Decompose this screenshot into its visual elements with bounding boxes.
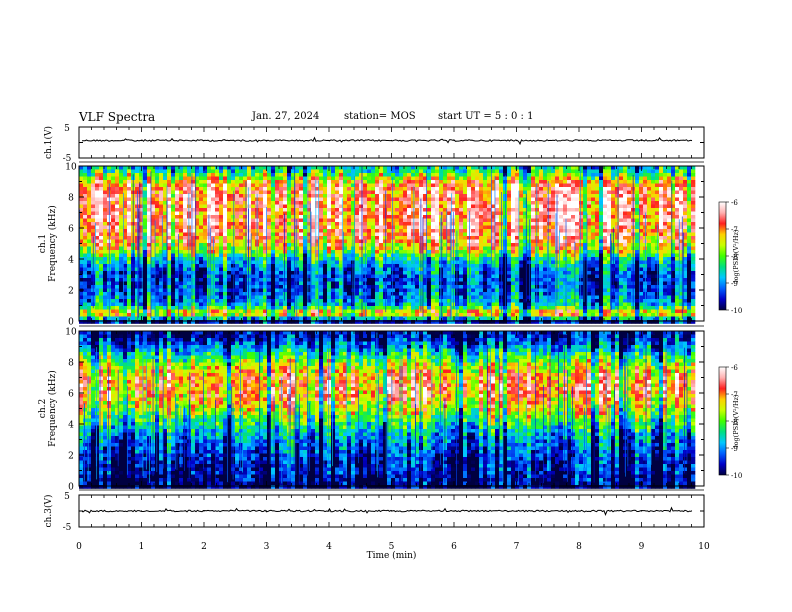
ch1-spectrogram-colorbar-tick-label: -9 [731, 280, 738, 288]
ch1-waveform-point [140, 139, 143, 142]
ch1-spectrogram-ytick-label: 4 [68, 256, 74, 266]
ch2-spectrogram-ytick-label: 8 [68, 359, 74, 369]
ch1-spectrogram-ytick-label: 0 [68, 318, 74, 328]
x-tick-label: 6 [451, 542, 457, 552]
ch3-waveform-point [390, 510, 393, 512]
ch1-waveform-point [328, 139, 330, 142]
x-tick-label: 2 [201, 542, 207, 552]
ch1-spectrogram-ytick-label: 6 [68, 225, 74, 235]
ch1-spectrogram-colorbar [718, 201, 727, 311]
ch1-waveform-trace [82, 136, 692, 146]
ch2-spectrogram-colorbar-tick-label: -7 [731, 391, 738, 399]
ch2-spectrogram-ytick-label: 2 [68, 452, 74, 462]
ch3-waveform-ytick-label: 5 [64, 492, 70, 502]
ch1-spectrogram-ytick-label: 8 [68, 194, 74, 204]
ch2-spectrogram-ylabel-channel: ch.2 [38, 399, 48, 418]
ch1-spectrogram-cells [79, 166, 696, 324]
ch2-spectrogram-ytick-label: 4 [68, 421, 74, 431]
ch1-spectrogram-ylabel-freq: Frequency (kHz) [47, 205, 58, 282]
ch2-spectrogram-cells [79, 331, 696, 489]
ch3-waveform-point [640, 510, 643, 512]
ch3-waveform-point [203, 510, 205, 512]
x-tick-label: 8 [576, 542, 582, 552]
ch2-spectrogram-colorbar-tick-label: -10 [731, 472, 742, 480]
x-tick-label: 3 [264, 542, 270, 552]
ch3-waveform-point [453, 510, 455, 512]
ch1-waveform-point [578, 139, 580, 142]
x-tick-label: 7 [514, 542, 520, 552]
ch2-spectrogram-ytick-label: 10 [65, 328, 77, 338]
ch3-waveform-ylabel: ch.3(V) [43, 495, 54, 528]
ch1-waveform-point [453, 139, 455, 142]
ch1-waveform-point [265, 139, 268, 142]
x-tick-label: 4 [326, 542, 332, 552]
x-tick-label: 1 [139, 542, 145, 552]
x-tick-label: 0 [76, 542, 82, 552]
start-time-label: start UT = 5 : 0 : 1 [438, 111, 534, 122]
station-label: station= MOS [344, 111, 416, 122]
ch3-waveform-ytick-label: -5 [63, 523, 72, 533]
x-tick-label: 9 [639, 542, 645, 552]
ch2-spectrogram-colorbar-label: log(PSD)(V²/Hz) [732, 394, 740, 447]
ch2-spectrogram-ytick-label: 0 [68, 483, 74, 493]
ch2-spectrogram-colorbar-tick-label: -9 [731, 445, 738, 453]
ch1-spectrogram-ytick-label: 2 [68, 287, 74, 297]
ch1-waveform-point [515, 139, 518, 142]
ch3-waveform-point [690, 510, 693, 512]
ch2-spectrogram-ylabel-freq: Frequency (kHz) [47, 370, 58, 447]
ch2-spectrogram-colorbar-tick-label: -6 [731, 364, 738, 372]
ch1-waveform-point [640, 139, 643, 142]
ch3-waveform-trace [81, 506, 692, 516]
ch3-waveform-point [328, 510, 330, 512]
ch3-waveform-point [515, 510, 518, 512]
ch1-spectrogram-colorbar-tick-label: -10 [731, 307, 742, 315]
ch1-waveform-point [78, 139, 80, 142]
date-label: Jan. 27, 2024 [252, 111, 320, 122]
ch3-waveform-point [578, 510, 580, 512]
ch1-spectrogram-colorbar-tick-label: -6 [731, 199, 738, 207]
ch1-waveform-point [203, 139, 205, 142]
ch1-waveform-ytick-label: -5 [63, 154, 72, 164]
chart-title: VLF Spectra [79, 110, 156, 124]
ch1-waveform-point [390, 139, 393, 142]
ch1-spectrogram-colorbar-label: log(PSD)(V²/Hz) [732, 229, 740, 282]
x-tick-label: 10 [698, 542, 710, 552]
ch2-spectrogram-ytick-label: 6 [68, 390, 74, 400]
ch1-waveform-ylabel: ch.1(V) [43, 126, 54, 159]
ch2-spectrogram-colorbar-tick-label: -8 [731, 418, 738, 426]
ch1-spectrogram-ylabel-channel: ch.1 [38, 234, 48, 253]
ch1-spectrogram-colorbar-tick-label: -8 [731, 253, 738, 261]
ch1-waveform-point [690, 139, 693, 142]
ch3-waveform-point [265, 510, 268, 512]
x-axis-label: Time (min) [367, 550, 417, 561]
ch1-spectrogram-ytick-label: 10 [65, 163, 77, 173]
ch3-waveform-point [140, 510, 143, 512]
ch1-spectrogram-colorbar-tick-label: -7 [731, 226, 738, 234]
x-tick-label: 5 [389, 542, 395, 552]
ch2-spectrogram-colorbar [718, 366, 727, 476]
ch1-waveform-ytick-label: 5 [64, 124, 70, 134]
